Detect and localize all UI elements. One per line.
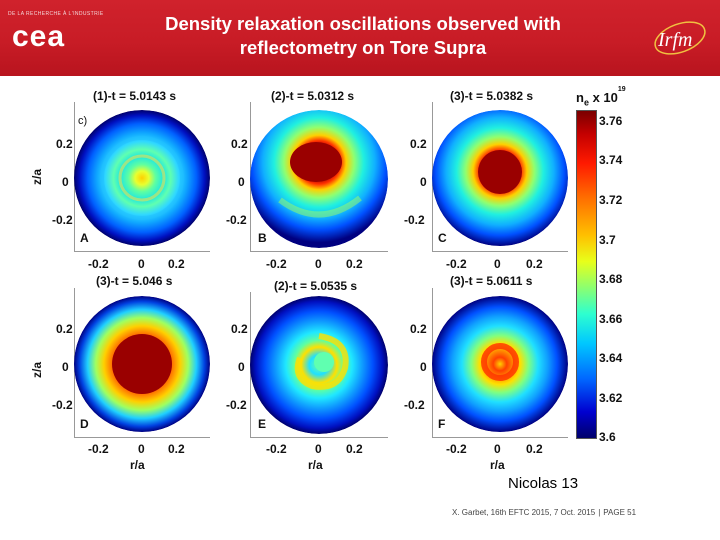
panel-e-xtick-right: 0.2 <box>346 442 363 456</box>
cea-logo: cea <box>12 20 65 50</box>
panel-a-xtick-left: -0.2 <box>88 257 109 271</box>
panel-b-label: B <box>258 231 267 245</box>
colorbar-exponent: 19 <box>617 85 626 93</box>
colorbar-multiplier: x 10 <box>592 90 618 105</box>
panel-c-ytick-mid: 0 <box>420 175 427 189</box>
colorbar-tick: 3.66 <box>599 312 623 326</box>
slide-title-line1: Density relaxation oscillations observed… <box>165 13 561 34</box>
colorbar-symbol: n <box>576 90 584 105</box>
panel-e-label: E <box>258 417 267 431</box>
panel-e-ytick-mid: 0 <box>238 360 245 374</box>
panel-b-xtick-right: 0.2 <box>346 257 363 271</box>
panel-e-xlabel: r/a <box>308 458 323 472</box>
panel-b-title: (2)-t = 5.0312 s <box>271 89 355 103</box>
colorbar-tick: 3.7 <box>599 233 616 247</box>
panel-d-density-map <box>74 296 210 432</box>
colorbar <box>576 110 597 439</box>
panel-a-label: A <box>80 231 89 245</box>
panel-e-ytick-top: 0.2 <box>231 322 248 336</box>
panel-a-subfig-label: c) <box>78 115 88 127</box>
panel-c-xtick-left: -0.2 <box>446 257 467 271</box>
panel-d-ylabel: z/a <box>30 361 44 378</box>
panel-b-density-map <box>250 110 388 248</box>
cea-logo-text: cea <box>12 20 65 50</box>
panel-a-ylabel: z/a <box>30 168 44 185</box>
panel-c-density-map <box>432 110 568 246</box>
slide-title-line2: reflectometry on Tore Supra <box>239 37 487 58</box>
panel-b-ytick-mid: 0 <box>238 175 245 189</box>
panel-e-ytick-bottom: -0.2 <box>226 398 247 412</box>
panel-d-xtick-right: 0.2 <box>168 442 185 456</box>
panel-d-xtick-left: -0.2 <box>88 442 109 456</box>
colorbar-tick: 3.68 <box>599 272 623 286</box>
panel-d-title: (3)-t = 5.046 s <box>96 274 173 288</box>
panel-a-ytick-mid: 0 <box>62 175 69 189</box>
figure-caption: Nicolas 13 <box>508 475 579 492</box>
colorbar-subscript: e <box>583 97 589 108</box>
panel-b-xtick-mid: 0 <box>315 257 322 271</box>
panel-f-density-map <box>432 296 568 432</box>
panel-c-label: C <box>438 231 447 245</box>
header-band: DE LA RECHERCHE À L'INDUSTRIE cea Densit… <box>0 0 720 76</box>
organization-tagline: DE LA RECHERCHE À L'INDUSTRIE <box>8 11 104 17</box>
panel-f-ytick-mid: 0 <box>420 360 427 374</box>
panel-e-xtick-left: -0.2 <box>266 442 287 456</box>
panel-c-title: (3)-t = 5.0382 s <box>450 89 534 103</box>
footer-page-number: PAGE 51 <box>603 508 637 517</box>
panel-a-density-map <box>74 110 210 246</box>
panel-e-density-map <box>250 296 388 434</box>
panel-f-label: F <box>438 417 446 431</box>
irfm-logo-text: Irfm <box>657 29 692 51</box>
panel-f-xtick-mid: 0 <box>494 442 501 456</box>
panel-c-ytick-bottom: -0.2 <box>404 213 425 227</box>
panel-f-xtick-left: -0.2 <box>446 442 467 456</box>
colorbar-tick: 3.6 <box>599 430 616 444</box>
colorbar-tick: 3.72 <box>599 193 623 207</box>
panel-d-label: D <box>80 417 89 431</box>
panel-e-xtick-mid: 0 <box>315 442 322 456</box>
panel-f-xlabel: r/a <box>490 458 505 472</box>
panel-a-ytick-top: 0.2 <box>56 137 73 151</box>
panel-c-xtick-mid: 0 <box>494 257 501 271</box>
colorbar-tick: 3.76 <box>599 114 623 128</box>
panel-d-xtick-mid: 0 <box>138 442 145 456</box>
panel-c-ytick-top: 0.2 <box>410 137 427 151</box>
panel-f-ytick-top: 0.2 <box>410 322 427 336</box>
panel-b-ytick-top: 0.2 <box>231 137 248 151</box>
colorbar-tick: 3.62 <box>599 391 623 405</box>
panel-c-xtick-right: 0.2 <box>526 257 543 271</box>
slide-footer: X. Garbet, 16th EFTC 2015, 7 Oct. 2015 | P… <box>452 508 637 517</box>
colorbar-unit: ne x 1019 <box>576 86 626 108</box>
footer-citation: X. Garbet, 16th EFTC 2015, 7 Oct. 2015 <box>452 508 596 517</box>
panel-f-title: (3)-t = 5.0611 s <box>450 274 533 288</box>
panel-a-ytick-bottom: -0.2 <box>52 213 73 227</box>
panel-e-title: (2)-t = 5.0535 s <box>274 279 358 293</box>
slide-title: Density relaxation oscillations observed… <box>128 12 598 60</box>
panel-d-ytick-bottom: -0.2 <box>52 398 73 412</box>
panel-a-xtick-right: 0.2 <box>168 257 185 271</box>
panel-b-xtick-left: -0.2 <box>266 257 287 271</box>
panel-d-ytick-mid: 0 <box>62 360 69 374</box>
colorbar-tick: 3.64 <box>599 351 623 365</box>
panel-d-xlabel: r/a <box>130 458 145 472</box>
colorbar-tick: 3.74 <box>599 153 623 167</box>
panel-d-ytick-top: 0.2 <box>56 322 73 336</box>
panel-f-xtick-right: 0.2 <box>526 442 543 456</box>
panel-f-ytick-bottom: -0.2 <box>404 398 425 412</box>
panel-a-xtick-mid: 0 <box>138 257 145 271</box>
panel-b-ytick-bottom: -0.2 <box>226 213 247 227</box>
panel-a-title: (1)-t = 5.0143 s <box>93 89 177 103</box>
irfm-logo: Irfm <box>654 21 706 55</box>
